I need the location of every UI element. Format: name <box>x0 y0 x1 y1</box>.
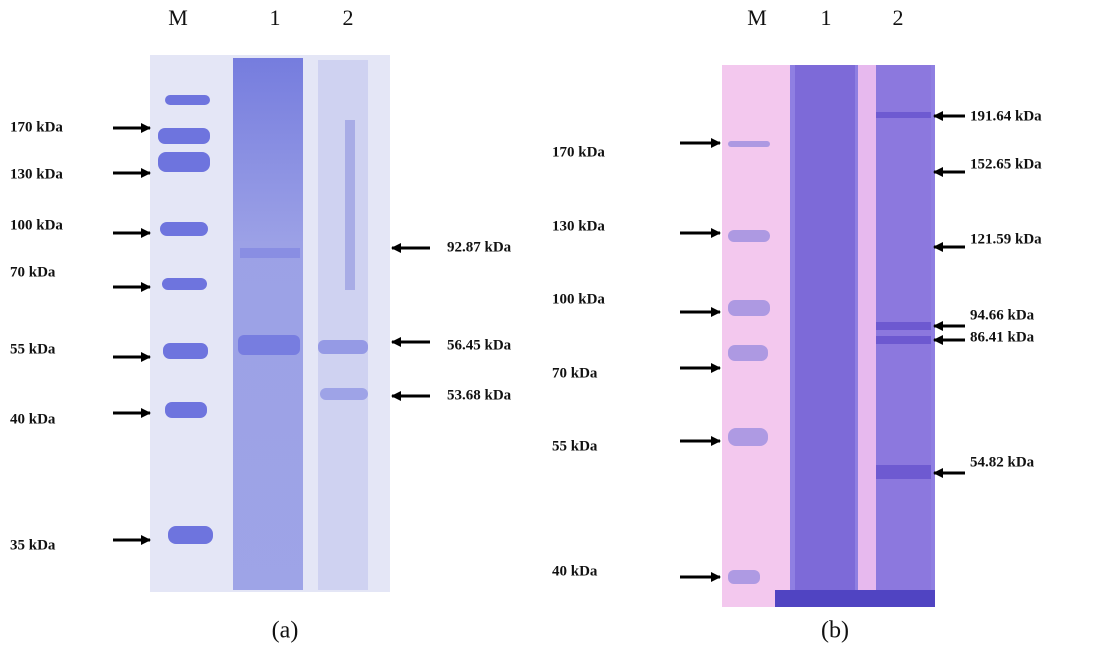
lane-label: 2 <box>893 5 904 30</box>
marker-label: 35 kDa <box>10 537 56 553</box>
gel-b <box>722 65 935 607</box>
band-label: 56.45 kDa <box>447 337 512 353</box>
panel-caption: (a) <box>272 618 299 644</box>
marker-label: 55 kDa <box>10 341 56 357</box>
band-label: 191.64 kDa <box>970 108 1042 124</box>
band-label: 54.82 kDa <box>970 454 1035 470</box>
band-label: 92.87 kDa <box>447 239 512 255</box>
gel-a <box>150 55 390 592</box>
marker-label: 130 kDa <box>10 166 63 182</box>
lane-label: 1 <box>270 5 281 30</box>
lane-label: 2 <box>343 5 354 30</box>
marker-label: 170 kDa <box>552 144 605 160</box>
band-label: 121.59 kDa <box>970 231 1042 247</box>
marker-label: 100 kDa <box>552 291 605 307</box>
marker-label: 55 kDa <box>552 438 598 454</box>
band-label: 86.41 kDa <box>970 329 1035 345</box>
marker-label: 100 kDa <box>10 217 63 233</box>
marker-label: 70 kDa <box>10 264 56 280</box>
band-label: 94.66 kDa <box>970 307 1035 323</box>
marker-label: 70 kDa <box>552 365 598 381</box>
lane-label: M <box>168 5 188 30</box>
lane-label: M <box>747 5 767 30</box>
marker-label: 130 kDa <box>552 218 605 234</box>
marker-label: 40 kDa <box>552 563 598 579</box>
band-label: 152.65 kDa <box>970 156 1042 172</box>
lane-label: 1 <box>821 5 832 30</box>
marker-label: 40 kDa <box>10 411 56 427</box>
marker-label: 170 kDa <box>10 119 63 135</box>
panel-caption: (b) <box>821 618 849 644</box>
band-label: 53.68 kDa <box>447 387 512 403</box>
